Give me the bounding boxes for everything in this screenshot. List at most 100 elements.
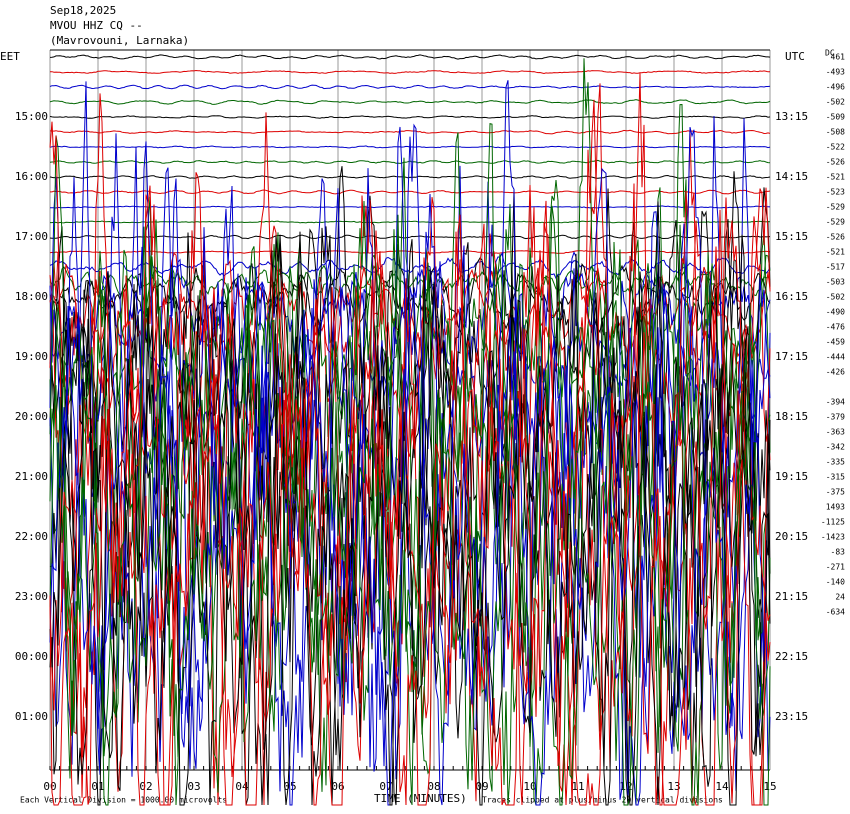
trace	[49, 54, 771, 60]
dc-offset: -529	[826, 218, 845, 227]
trace	[49, 115, 771, 119]
x-tick-label: 10	[523, 780, 536, 793]
left-time: 21:00	[15, 470, 48, 483]
right-time: 14:15	[775, 170, 808, 183]
dc-offset: -522	[826, 143, 845, 152]
dc-offset: -426	[826, 368, 845, 377]
dc-offset: -521	[826, 248, 845, 257]
dc-offset: -517	[826, 263, 845, 272]
left-time: 16:00	[15, 170, 48, 183]
left-time: 20:00	[15, 410, 48, 423]
traces	[49, 54, 771, 806]
x-tick-label: 01	[91, 780, 104, 793]
trace	[49, 83, 771, 806]
dc-offset: -1423	[821, 533, 845, 542]
trace	[49, 174, 771, 179]
date: Sep18,2025	[50, 4, 116, 17]
dc-offset: -140	[826, 578, 845, 587]
right-time: 15:15	[775, 230, 808, 243]
trace	[49, 99, 771, 105]
right-time: 22:15	[775, 650, 808, 663]
dc-offset: -342	[826, 443, 845, 452]
dc-offset: -523	[826, 188, 845, 197]
trace	[49, 234, 771, 240]
scale-note: Each Vertical Division = 1000.00 microvo…	[20, 796, 227, 805]
dc-offset: -502	[826, 293, 845, 302]
left-time: 15:00	[15, 110, 48, 123]
right-time: 19:15	[775, 470, 808, 483]
left-time: 23:00	[15, 590, 48, 603]
right-time: 20:15	[775, 530, 808, 543]
dc-offset: -526	[826, 158, 845, 167]
clip-note: Traces clipped at plus/minus 20 vertical…	[482, 796, 723, 805]
x-tick-label: 04	[235, 780, 249, 793]
dc-offset: -529	[826, 203, 845, 212]
right-zone: UTC	[785, 50, 805, 63]
left-time: 19:00	[15, 350, 48, 363]
dc-offset: 461	[831, 53, 846, 62]
dc-offset: 1493	[826, 503, 845, 512]
left-time: 22:00	[15, 530, 48, 543]
trace	[49, 332, 771, 806]
station: MVOU HHZ CQ --	[50, 19, 143, 32]
dc-offset: -526	[826, 233, 845, 242]
dc-offset: -83	[831, 548, 846, 557]
left-zone: EET	[0, 50, 20, 63]
dc-offset: -490	[826, 308, 845, 317]
left-time: 18:00	[15, 290, 48, 303]
dc-offset: -375	[826, 488, 845, 497]
dc-offset: -509	[826, 113, 845, 122]
dc-label: DC	[825, 49, 835, 58]
dc-offset: -503	[826, 278, 845, 287]
trace	[49, 84, 771, 90]
x-tick-label: 06	[331, 780, 344, 793]
right-time: 23:15	[775, 710, 808, 723]
trace	[49, 183, 771, 806]
x-tick-label: 08	[427, 780, 440, 793]
dc-offset: -508	[826, 128, 845, 137]
dc-offset: -394	[826, 398, 845, 407]
trace	[49, 231, 771, 806]
trace	[50, 69, 770, 75]
dc-offset: -363	[826, 428, 845, 437]
trace	[49, 214, 771, 793]
trace	[50, 189, 771, 195]
dc-offset: -444	[826, 353, 845, 362]
location: (Mavrovouni, Larnaka)	[50, 34, 189, 47]
right-time: 21:15	[775, 590, 808, 603]
dc-offset: -335	[826, 458, 845, 467]
dc-offset: -459	[826, 338, 845, 347]
dc-offset: -502	[826, 98, 845, 107]
x-tick-label: 14	[715, 780, 729, 793]
x-label: TIME (MINUTES)	[374, 792, 467, 805]
x-tick-label: 13	[667, 780, 680, 793]
dc-offset: -521	[826, 173, 845, 182]
dc-offset: 24	[835, 593, 845, 602]
left-time: 17:00	[15, 230, 48, 243]
x-tick-label: 02	[139, 780, 152, 793]
x-tick-label: 11	[571, 780, 584, 793]
trace	[49, 205, 771, 209]
dc-offset: -476	[826, 323, 845, 332]
trace	[50, 220, 771, 224]
dc-offset: -271	[826, 563, 845, 572]
trace	[49, 159, 771, 164]
dc-offset: -493	[826, 68, 845, 77]
right-time: 18:15	[775, 410, 808, 423]
dc-offset: -379	[826, 413, 845, 422]
trace	[49, 129, 771, 135]
left-time: 00:00	[15, 650, 48, 663]
dc-offset: -634	[826, 608, 845, 617]
right-time: 13:15	[775, 110, 808, 123]
left-time: 01:00	[15, 710, 48, 723]
trace	[49, 280, 771, 806]
right-time: 16:15	[775, 290, 808, 303]
x-tick-label: 15	[763, 780, 776, 793]
x-tick-label: 03	[187, 780, 200, 793]
right-time: 17:15	[775, 350, 808, 363]
dc-offset: -1125	[821, 518, 845, 527]
x-tick-label: 00	[43, 780, 56, 793]
dc-offset: -496	[826, 83, 845, 92]
dc-offset: -315	[826, 473, 845, 482]
